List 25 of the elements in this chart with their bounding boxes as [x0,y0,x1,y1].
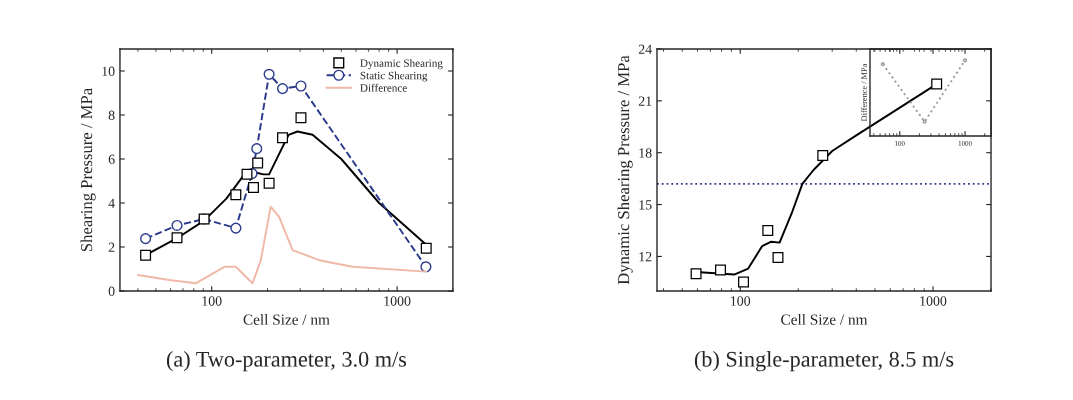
legend-label: Difference [360,83,407,92]
y-tick-label: 8 [108,110,115,120]
x-tick-label: 1000 [920,296,947,306]
y-tick-label: 4 [108,198,115,208]
y-tick-label: 24 [638,44,652,54]
x-tick-label: 100 [202,296,222,306]
y-tick-label: 0 [108,286,115,296]
x-axis-title: Cell Size / nm [243,314,330,325]
y-tick-label: 10 [102,66,115,76]
y-tick-label: 6 [108,154,115,164]
y-axis-title: Shearing Pressure / MPa [80,88,96,252]
legend-label: Dynamic Shearing [360,59,443,70]
legend-label: Static Shearing [360,71,428,82]
text: (a) Two-parameter, 3.0 m/s [166,351,407,372]
y-axis-title: Difference / MPa [860,63,867,122]
x-axis-title: Cell Size / nm [781,314,868,325]
x-tick-label: 1000 [384,296,411,306]
y-tick-label: 21 [638,96,652,106]
y-tick-label: 18 [639,148,652,158]
y-tick-label: 15 [639,200,652,210]
y-tick-label: 12 [639,252,652,262]
y-axis-title: Dynamic Shearing Pressure / MPa [617,55,633,285]
y-tick-label: 2 [108,242,115,252]
x-tick-label: 100 [731,296,751,306]
text: (b) Single-parameter, 8.5 m/s [694,351,954,372]
